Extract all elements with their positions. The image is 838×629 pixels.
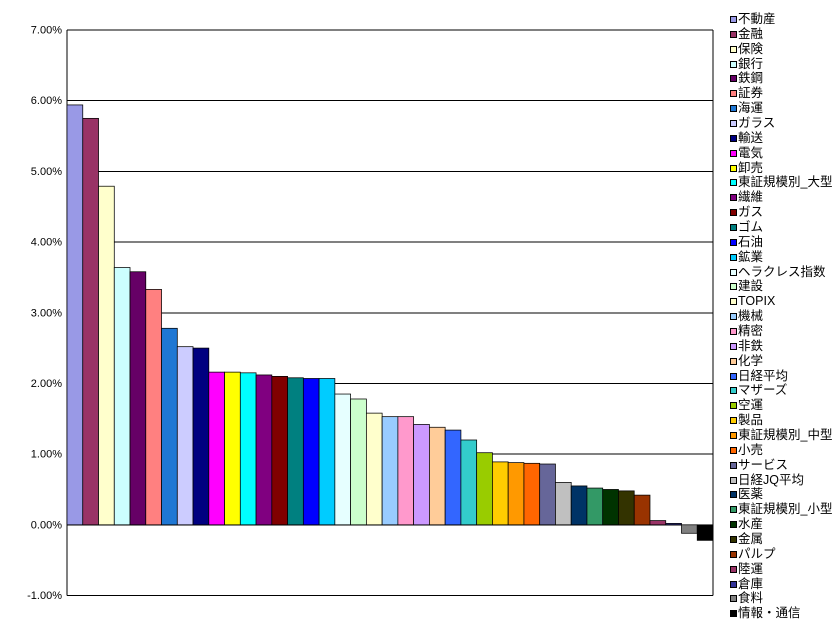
svg-text:6.00%: 6.00% xyxy=(31,95,62,107)
svg-text:3.00%: 3.00% xyxy=(31,307,62,319)
svg-text:1.00%: 1.00% xyxy=(31,449,62,461)
svg-text:0.00%: 0.00% xyxy=(31,519,62,531)
svg-text:7.00%: 7.00% xyxy=(31,25,62,37)
svg-text:-1.00%: -1.00% xyxy=(27,590,62,602)
svg-text:5.00%: 5.00% xyxy=(31,166,62,178)
svg-text:4.00%: 4.00% xyxy=(31,237,62,249)
svg-text:2.00%: 2.00% xyxy=(31,378,62,390)
